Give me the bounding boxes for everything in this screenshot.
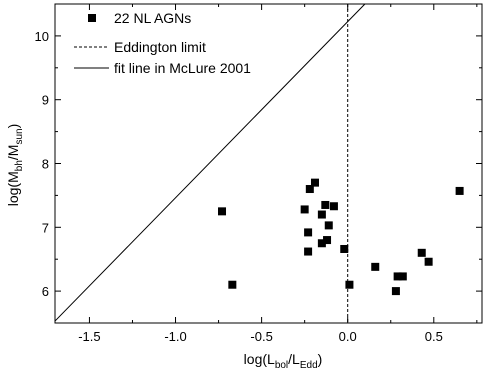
data-point: [398, 272, 407, 281]
x-axis-title-mid: /L: [288, 351, 300, 367]
x-axis-title-sub2: Edd: [300, 360, 318, 371]
reference-lines: [54, 3, 366, 323]
data-point: [323, 236, 332, 245]
data-point: [300, 205, 309, 214]
y-axis-title-base: log(M: [5, 171, 21, 206]
x-axis-title-base: log(L: [244, 351, 275, 367]
data-point: [455, 186, 464, 195]
data-point: [345, 280, 354, 289]
legend-label-eddington: Eddington limit: [114, 39, 206, 55]
x-axis-title-sub1: bol: [275, 360, 288, 371]
legend: 22 NL AGNs Eddington limit fit line in M…: [74, 10, 251, 76]
data-point: [324, 221, 333, 230]
y-tick-label: 6: [42, 284, 49, 299]
data-point: [304, 228, 313, 237]
data-point: [310, 178, 319, 187]
legend-label-agns: 22 NL AGNs: [114, 10, 191, 26]
data-points: [218, 178, 464, 296]
y-axis-title-sub2: sun: [14, 128, 25, 144]
y-axis-title: log(Mbh/Msun): [5, 124, 25, 207]
data-point: [317, 239, 326, 248]
data-point: [304, 247, 313, 256]
y-tick-label: 7: [42, 220, 49, 235]
y-tick-label: 8: [42, 157, 49, 172]
data-point: [340, 244, 349, 253]
data-point: [371, 262, 380, 271]
x-tick-label: -1.5: [78, 329, 100, 344]
x-axis: -1.5 -1.0 -0.5 0.0 0.5: [78, 4, 478, 344]
x-axis-title-end: ): [318, 351, 323, 367]
x-tick-label: -1.0: [164, 329, 186, 344]
data-point: [393, 272, 402, 281]
fit-line: [54, 3, 366, 322]
x-tick-label: 0.5: [425, 329, 443, 344]
y-axis-title-end: ): [5, 124, 21, 129]
data-point: [424, 257, 433, 266]
x-tick-label: 0.0: [339, 329, 357, 344]
y-axis-title-sub1: bh: [14, 160, 25, 171]
legend-label-fit: fit line in McLure 2001: [114, 60, 251, 76]
x-tick-label: -0.5: [250, 329, 272, 344]
y-tick-label: 10: [35, 29, 49, 44]
legend-marker-square: [88, 14, 96, 22]
data-point: [417, 248, 426, 257]
y-axis: 6 7 8 9 10: [35, 3, 482, 324]
data-point: [317, 210, 326, 219]
plot-area: -1.5 -1.0 -0.5 0.0 0.5 6 7 8 9 10: [35, 3, 483, 344]
data-point: [321, 200, 330, 209]
data-point: [305, 185, 314, 194]
data-point: [228, 280, 237, 289]
data-point: [218, 207, 227, 216]
x-axis-title: log(Lbol/LEdd): [244, 351, 323, 371]
y-tick-label: 9: [42, 93, 49, 108]
data-point: [329, 202, 338, 211]
data-point: [391, 287, 400, 296]
y-axis-title-mid: /M: [5, 145, 21, 161]
